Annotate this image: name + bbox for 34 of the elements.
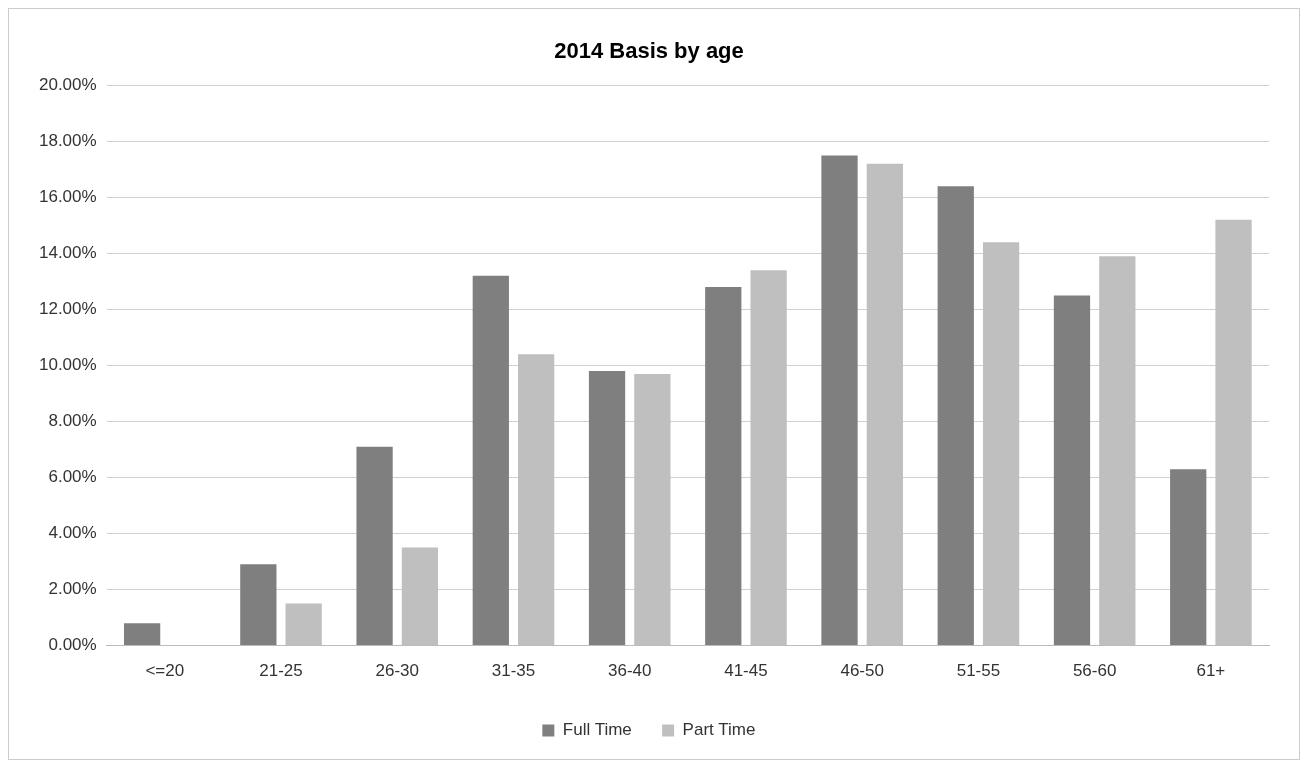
bar bbox=[240, 564, 277, 646]
x-tick-label: 56-60 bbox=[1072, 661, 1117, 681]
x-tick-label: <=20 bbox=[145, 661, 185, 681]
legend-label: Full Time bbox=[562, 720, 632, 740]
y-tick-label: 4.00% bbox=[48, 523, 97, 543]
y-tick-label: 20.00% bbox=[38, 75, 97, 95]
y-tick-label: 10.00% bbox=[38, 355, 97, 375]
bar bbox=[356, 446, 393, 646]
bar bbox=[821, 155, 858, 646]
bar bbox=[123, 623, 161, 646]
x-tick-label: 21-25 bbox=[259, 661, 303, 681]
y-tick-label: 12.00% bbox=[38, 299, 97, 319]
y-tick-label: 16.00% bbox=[38, 187, 97, 207]
chart-title: 2014 Basis by age bbox=[554, 38, 744, 64]
y-tick-label: 8.00% bbox=[48, 411, 97, 431]
x-tick-label: 46-50 bbox=[840, 661, 884, 681]
x-tick-label: 61+ bbox=[1196, 661, 1226, 681]
x-tick-label: 51-55 bbox=[956, 661, 1001, 681]
legend-label: Part Time bbox=[682, 720, 756, 740]
y-tick-label: 2.00% bbox=[48, 579, 97, 599]
x-tick-label: 31-35 bbox=[491, 661, 536, 681]
y-tick-label: 14.00% bbox=[38, 243, 97, 263]
x-tick-label: 36-40 bbox=[607, 661, 652, 681]
bar bbox=[937, 186, 974, 646]
x-tick-label: 41-45 bbox=[724, 661, 768, 681]
y-tick-label: 18.00% bbox=[38, 131, 97, 151]
y-tick-label: 6.00% bbox=[48, 467, 97, 487]
bar bbox=[1053, 295, 1091, 646]
x-tick-label: 26-30 bbox=[375, 661, 419, 681]
bar bbox=[588, 371, 626, 646]
y-tick-label: 0.00% bbox=[48, 635, 97, 655]
bar bbox=[1170, 469, 1207, 646]
bar bbox=[472, 275, 509, 646]
bar bbox=[705, 287, 742, 646]
